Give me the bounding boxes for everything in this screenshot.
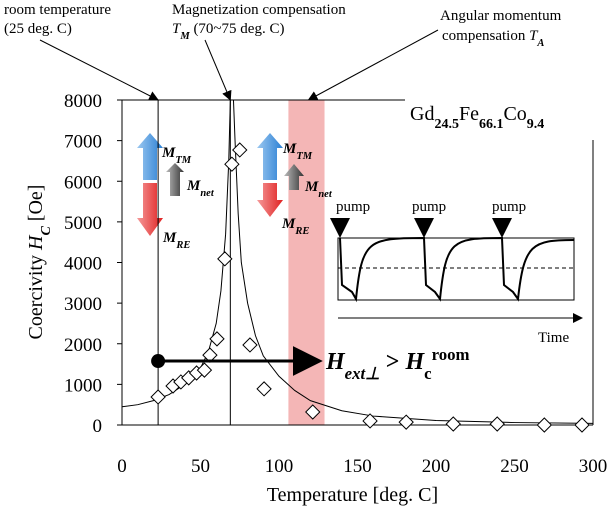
- data-point: [242, 337, 258, 353]
- ta-label: compensation TA: [442, 28, 544, 49]
- text-part: M: [304, 179, 319, 195]
- data-point: [305, 404, 321, 420]
- text-part: M: [281, 216, 296, 232]
- x-tick-label: 300: [579, 456, 608, 477]
- field-label: Hext⊥ > Hcroom: [325, 345, 470, 383]
- data-point: [398, 414, 414, 430]
- re-arrow: [257, 183, 283, 217]
- text-part: M: [161, 145, 176, 161]
- data-point: [445, 416, 461, 432]
- y-tick-label: 7000: [64, 132, 102, 153]
- y-tick-label: 2000: [64, 335, 102, 356]
- ta-label: Angular momentum: [440, 8, 562, 24]
- text-part: Co: [503, 103, 526, 125]
- data-point: [209, 331, 225, 347]
- text-part: M: [186, 178, 201, 194]
- room-label: room temperature: [4, 2, 111, 18]
- data-point: [224, 156, 240, 172]
- sample-label: Gd24.5Fe66.1Co9.4: [410, 103, 544, 132]
- moment-label: MRE: [281, 216, 309, 237]
- x-tick-label: 150: [343, 456, 372, 477]
- tm-arrow: [137, 133, 163, 180]
- y-axis-label: Coercivity HC [Oe]: [25, 185, 54, 340]
- text-part: M: [162, 230, 177, 246]
- re-arrow: [137, 183, 163, 236]
- moment-label: Mnet: [304, 179, 333, 200]
- y-tick-label: 6000: [64, 172, 102, 193]
- moment-label: MTM: [161, 145, 192, 166]
- x-tick-label: 100: [265, 456, 294, 477]
- data-point: [256, 381, 272, 397]
- data-point: [536, 417, 553, 433]
- room-label: (25 deg. C): [4, 21, 72, 37]
- text-part: Fe: [459, 103, 479, 125]
- text-part: ext⊥: [345, 364, 380, 383]
- text-part: Coercivity: [25, 250, 47, 339]
- x-tick-label: 50: [191, 456, 210, 477]
- data-point: [150, 389, 166, 405]
- text-part: (70~75 deg. C): [190, 21, 285, 37]
- tm-label: Magnetization compensation: [172, 2, 346, 18]
- y-tick-label: 8000: [64, 91, 102, 112]
- text-part: TM: [175, 155, 191, 166]
- pump-label: pump: [412, 199, 446, 215]
- data-point: [196, 362, 213, 378]
- text-part: net: [318, 189, 333, 200]
- text-part: C: [39, 226, 54, 236]
- inset-curve: [339, 236, 575, 303]
- text-part: net: [200, 188, 215, 199]
- x-tick-label: 0: [117, 456, 127, 477]
- inset-box: [337, 237, 575, 301]
- time-label: Time: [538, 330, 569, 346]
- y-tick-label: 5000: [64, 213, 102, 234]
- data-point: [489, 416, 505, 432]
- text-part: H: [404, 349, 425, 375]
- text-part: T: [529, 28, 539, 44]
- text-part: TM: [296, 151, 312, 162]
- text-part: 24.5: [434, 117, 459, 132]
- text-part: RE: [294, 226, 309, 237]
- y-tick-label: 0: [93, 416, 103, 437]
- pump-label: pump: [336, 199, 370, 215]
- text-part: Gd: [410, 103, 434, 125]
- y-tick-label: 4000: [64, 254, 102, 275]
- ta-pointer: [307, 29, 439, 101]
- text-part: room: [432, 345, 470, 364]
- data-point: [232, 142, 248, 158]
- pump-label: pump: [492, 199, 526, 215]
- data-point: [574, 417, 590, 433]
- net-arrow: [166, 163, 184, 196]
- text-part: M: [179, 31, 190, 42]
- y-tick-label: 3000: [64, 294, 102, 315]
- text-part: >: [380, 349, 406, 375]
- text-part: compensation: [442, 28, 529, 44]
- text-part: RE: [175, 240, 190, 251]
- moment-label: MRE: [162, 230, 190, 251]
- text-part: M: [282, 141, 297, 157]
- moment-label: MTM: [282, 141, 313, 162]
- inset: pump pump pump Time: [330, 199, 583, 346]
- moment-label: Mnet: [186, 178, 215, 199]
- x-axis-label: Temperature [deg. C]: [267, 484, 438, 506]
- net-arrow: [284, 164, 304, 190]
- tm-arrow: [257, 133, 283, 180]
- text-part: H: [325, 349, 346, 375]
- data-point: [362, 413, 378, 429]
- moment-icons: [137, 133, 304, 236]
- tm-label: TM (70~75 deg. C): [172, 21, 284, 42]
- text-part: 9.4: [527, 117, 545, 132]
- text-part: T: [172, 21, 182, 37]
- text-part: c: [424, 364, 432, 383]
- y-tick-label: 1000: [64, 375, 102, 396]
- text-part: [Oe]: [25, 185, 47, 227]
- text-part: A: [536, 38, 544, 49]
- x-tick-label: 200: [422, 456, 451, 477]
- data-point: [217, 251, 233, 267]
- room-pointer: [39, 39, 160, 101]
- x-tick-label: 250: [500, 456, 529, 477]
- text-part: H: [25, 234, 47, 251]
- tm-pointer: [204, 39, 232, 101]
- text-part: 66.1: [479, 117, 504, 132]
